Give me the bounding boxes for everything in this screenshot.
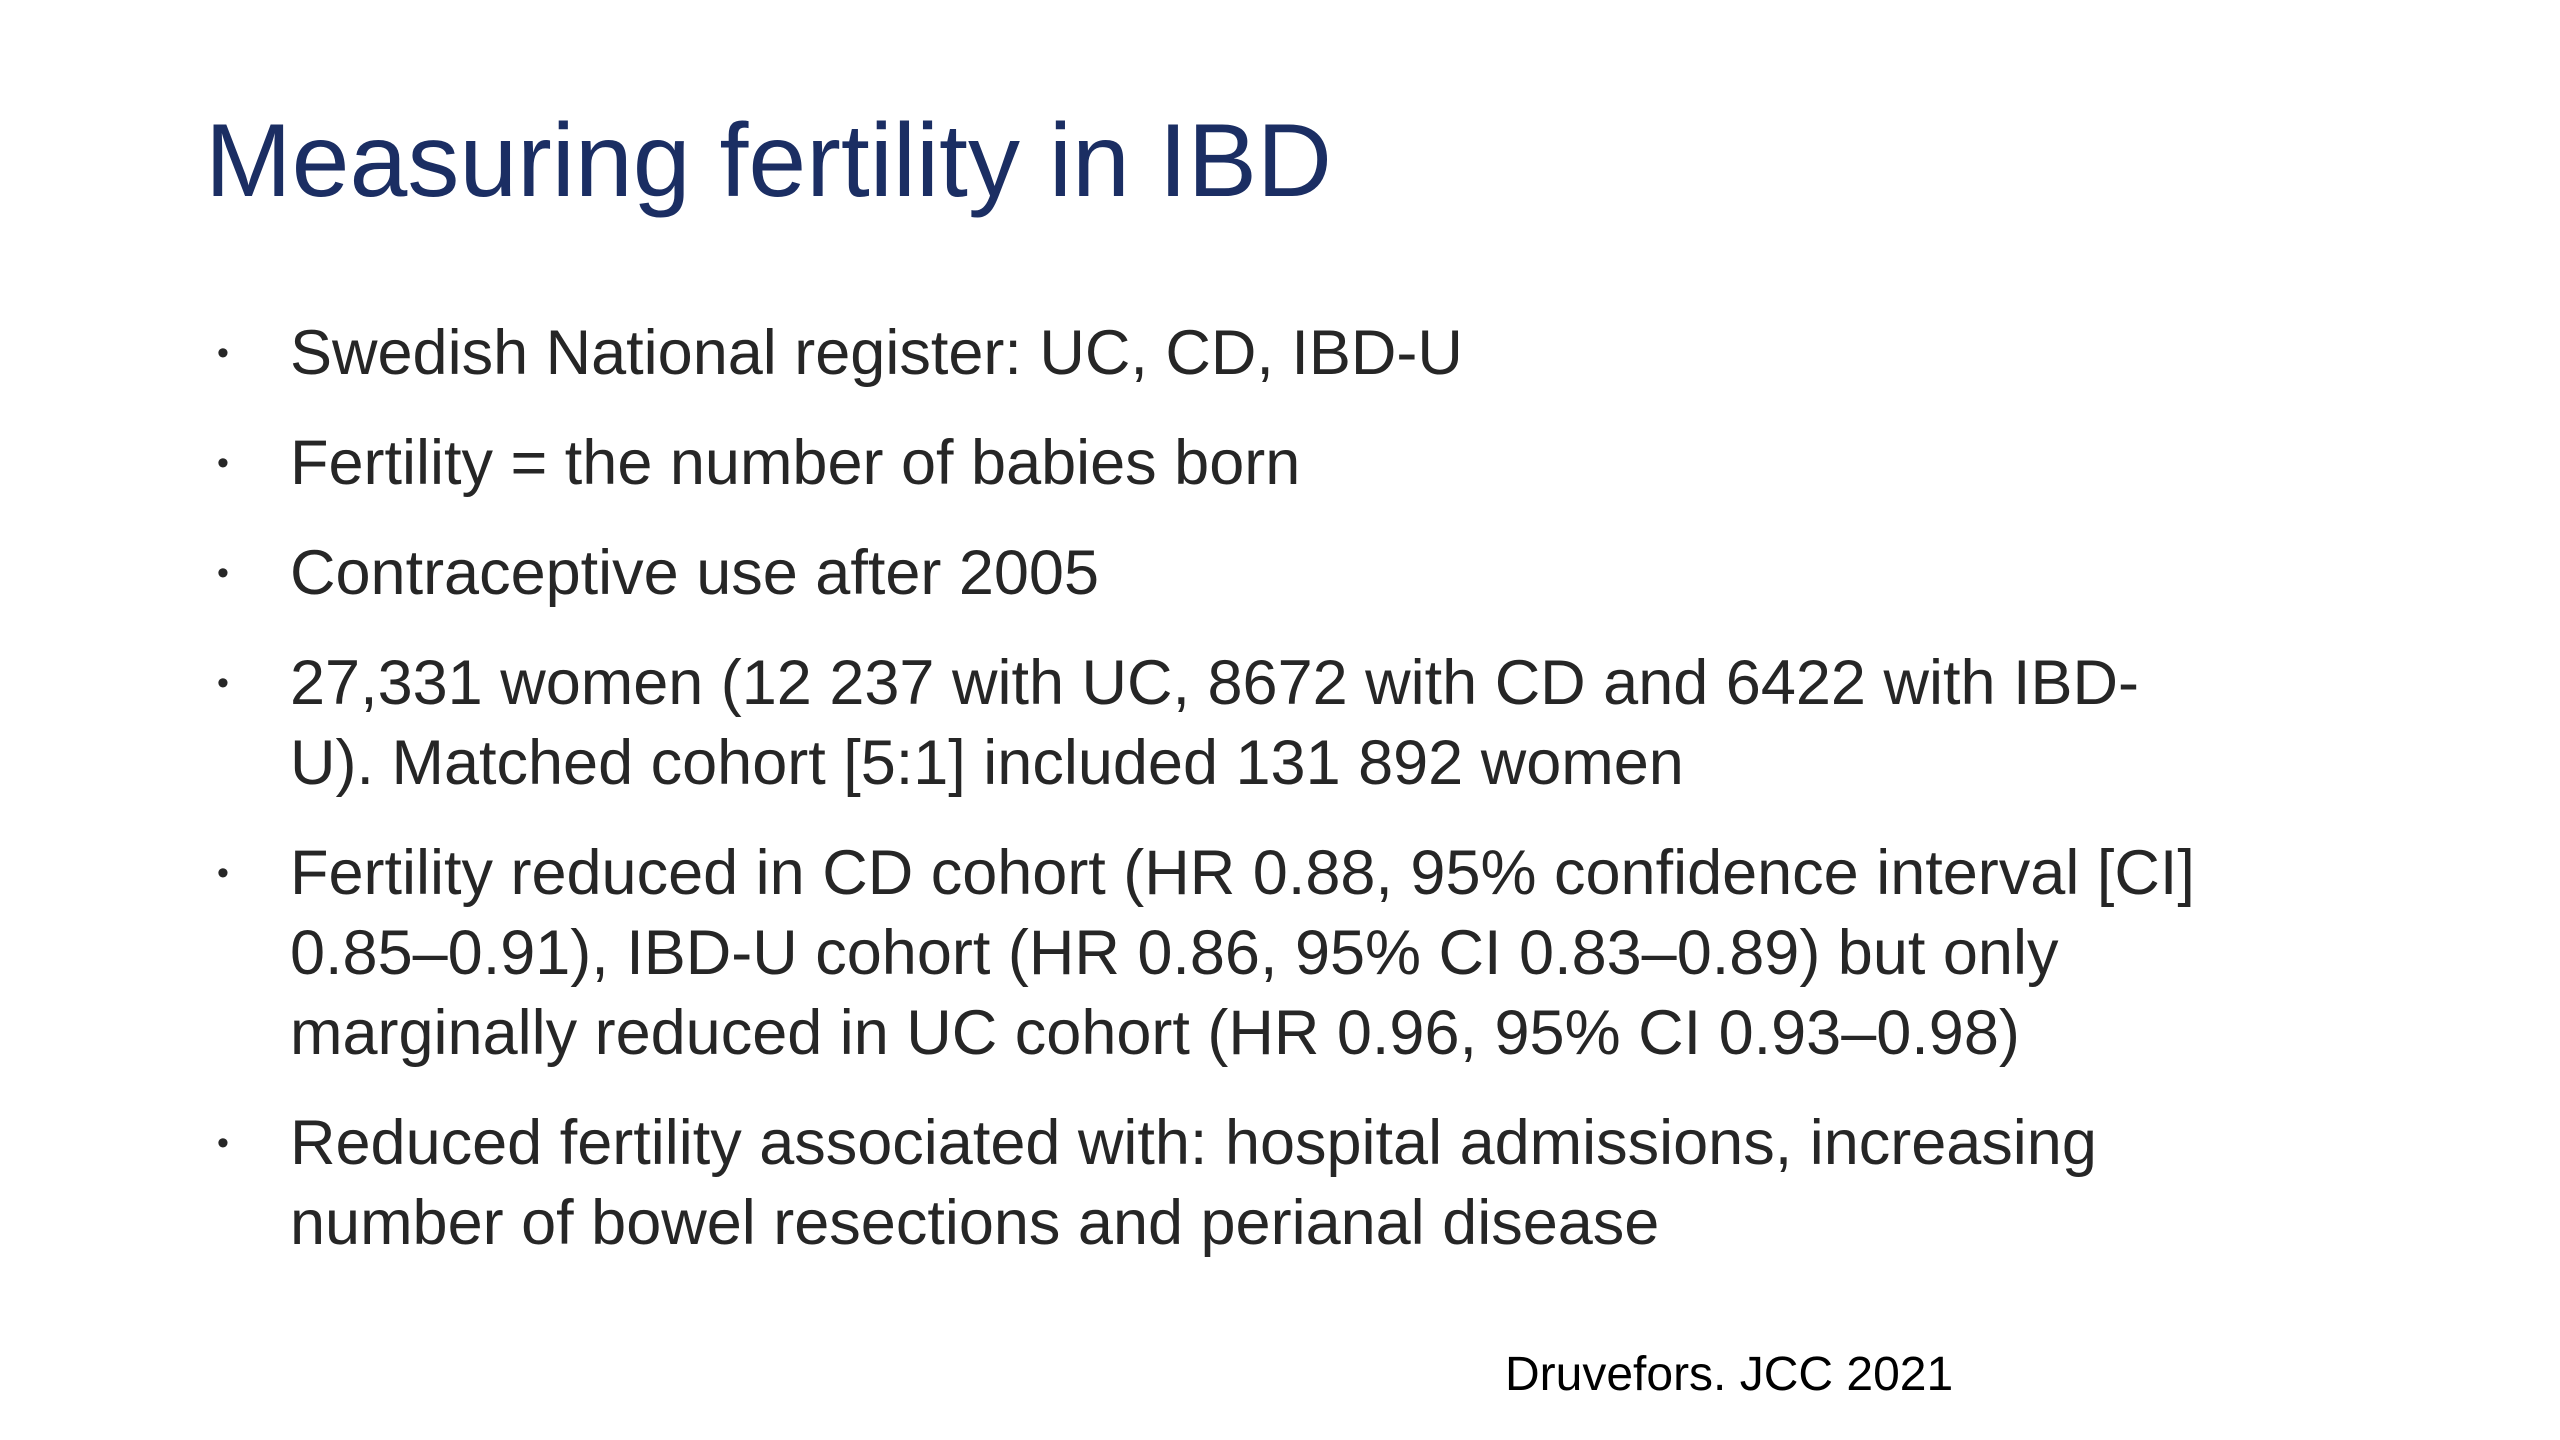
bullet-lines: Reduced fertility associated with: hospi…	[290, 1103, 2513, 1263]
bullet-item: • Reduced fertility associated with: hos…	[213, 1103, 2513, 1263]
bullet-text: 27,331 women (12 237 with UC, 8672 with …	[290, 648, 2139, 718]
bullet-lines: Swedish National register: UC, CD, IBD-U	[290, 313, 2513, 393]
bullet-text: Contraceptive use after 2005	[290, 538, 1100, 608]
bullet-text: Fertility reduced in CD cohort (HR 0.88,…	[290, 838, 2195, 908]
bullet-dot-icon: •	[217, 334, 229, 372]
bullet-item: • 27,331 women (12 237 with UC, 8672 wit…	[213, 643, 2513, 803]
bullet-text: number of bowel resections and perianal …	[290, 1188, 1660, 1258]
bullet-dot-icon: •	[217, 444, 229, 482]
bullet-lines: Contraceptive use after 2005	[290, 533, 2513, 613]
bullet-item: • Swedish National register: UC, CD, IBD…	[213, 313, 2513, 393]
bullet-item: • Fertility = the number of babies born	[213, 423, 2513, 503]
bullet-lines: Fertility = the number of babies born	[290, 423, 2513, 503]
bullet-text: Swedish National register: UC, CD, IBD-U	[290, 318, 1463, 388]
bullet-lines: Fertility reduced in CD cohort (HR 0.88,…	[290, 833, 2513, 1073]
bullet-dot-icon: •	[217, 554, 229, 592]
bullet-text: U). Matched cohort [5:1] included 131 89…	[290, 728, 1684, 798]
citation: Druvefors. JCC 2021	[1505, 1348, 1954, 1401]
bullet-dot-icon: •	[217, 664, 229, 702]
bullet-text: Reduced fertility associated with: hospi…	[290, 1108, 2097, 1178]
bullet-text: Fertility = the number of babies born	[290, 428, 1301, 498]
bullet-text: marginally reduced in UC cohort (HR 0.96…	[290, 998, 2020, 1068]
bullet-lines: 27,331 women (12 237 with UC, 8672 with …	[290, 643, 2513, 803]
bullet-dot-icon: •	[217, 1124, 229, 1162]
bullet-item: • Fertility reduced in CD cohort (HR 0.8…	[213, 833, 2513, 1073]
bullet-text: 0.85–0.91), IBD-U cohort (HR 0.86, 95% C…	[290, 918, 2059, 988]
bullet-dot-icon: •	[217, 854, 229, 892]
slide-title: Measuring fertility in IBD	[205, 103, 1333, 219]
bullet-item: • Contraceptive use after 2005	[213, 533, 2513, 613]
bullet-list: • Swedish National register: UC, CD, IBD…	[213, 313, 2513, 1293]
